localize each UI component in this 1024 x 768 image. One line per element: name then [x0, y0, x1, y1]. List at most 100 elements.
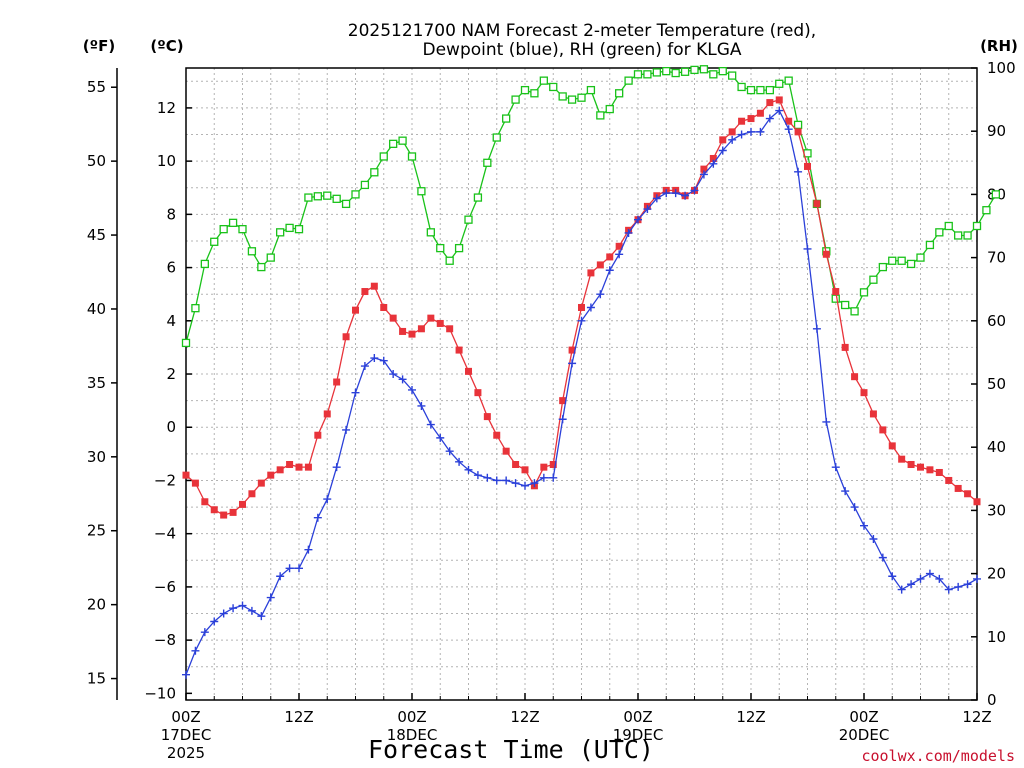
- dewpoint-point: [455, 457, 464, 466]
- rh-point: [247, 247, 257, 256]
- dewpoint-point: [219, 609, 228, 618]
- rh-tick-label: 40: [987, 438, 1006, 456]
- dewpoint-point: [417, 401, 426, 410]
- dewpoint-point: [370, 354, 379, 363]
- rh-point: [407, 152, 417, 161]
- dewpoint-point: [794, 167, 803, 176]
- rh-point: [191, 304, 200, 313]
- time-tick-label: 19DEC: [613, 726, 664, 744]
- dewpoint-point: [615, 250, 624, 259]
- rh-point: [313, 192, 322, 201]
- dewpoint-point: [699, 170, 708, 179]
- dewpoint-point: [935, 574, 944, 583]
- rh-axis: 0102030405060708090100: [971, 59, 1016, 709]
- time-tick-label: 12Z: [284, 708, 313, 726]
- temperature-point: [756, 109, 764, 117]
- rh-point: [586, 85, 596, 95]
- temperature-point: [333, 378, 341, 386]
- temperature-point: [879, 426, 887, 434]
- temperature-point: [813, 200, 821, 208]
- rh-point: [991, 190, 1000, 199]
- temperature-point: [239, 500, 246, 508]
- celsius-tick-label: 2: [166, 365, 176, 383]
- temperature-point: [399, 327, 407, 335]
- temperature-point: [191, 479, 199, 487]
- rh-point: [473, 193, 483, 202]
- rh-point: [850, 307, 859, 316]
- rh-point: [567, 95, 577, 104]
- rh-point: [671, 68, 680, 78]
- dewpoint-point: [925, 569, 934, 578]
- rh-line: [185, 68, 997, 344]
- rh-point: [954, 231, 963, 240]
- rh-point: [304, 193, 313, 202]
- temperature-point: [474, 389, 482, 397]
- rh-point: [294, 225, 304, 234]
- rh-point: [436, 243, 445, 253]
- temperature-point: [276, 466, 284, 474]
- dewpoint-point: [605, 266, 614, 275]
- dewpoint-point: [831, 463, 840, 472]
- temperature-point: [747, 115, 755, 123]
- dewpoint-point: [521, 481, 529, 490]
- rh-tick-label: 90: [987, 122, 1006, 140]
- temperature-point: [521, 466, 529, 474]
- dewpoint-point: [276, 572, 285, 581]
- rh-point: [210, 237, 219, 246]
- temperature-point: [973, 498, 981, 506]
- temperature-point: [615, 242, 623, 250]
- rh-point: [746, 85, 756, 95]
- temperature-point: [201, 498, 209, 506]
- dewpoint-point: [850, 503, 859, 512]
- rh-point: [483, 158, 492, 167]
- rh-point: [520, 85, 530, 95]
- dewpoint-point: [323, 495, 332, 504]
- dewpoint-point: [812, 324, 821, 333]
- temperature-point: [700, 165, 708, 173]
- dewpoint-point: [841, 487, 850, 496]
- dewpoint-point: [511, 479, 520, 488]
- dewpoint-point: [634, 215, 642, 224]
- dewpoint-point: [191, 646, 200, 655]
- time-tick-label: 2025: [167, 744, 205, 762]
- fahrenheit-tick-label: 45: [87, 226, 106, 244]
- dewpoint-point: [389, 370, 398, 379]
- rh-point: [200, 259, 209, 269]
- dewpoint-point: [803, 244, 812, 253]
- dewpoint-point: [888, 572, 897, 581]
- rh-point: [219, 225, 228, 234]
- time-tick-label: 18DEC: [387, 726, 438, 744]
- rh-point: [502, 114, 511, 123]
- temperature-point: [248, 490, 256, 498]
- rh-point: [906, 259, 916, 269]
- temperature-point: [389, 314, 397, 322]
- rh-point: [341, 199, 351, 209]
- dewpoint-point: [963, 580, 972, 589]
- grid-lines: [186, 68, 977, 700]
- fahrenheit-axis: 15 20 25 30 35 40 45 50 55: [87, 78, 117, 688]
- rh-point: [756, 85, 765, 95]
- dewpoint-point: [671, 189, 680, 198]
- rh-point: [360, 180, 370, 190]
- time-tick-label: 17DEC: [161, 726, 212, 744]
- temperature-point: [286, 460, 294, 468]
- rh-point: [944, 221, 953, 231]
- fahrenheit-tick-label: 30: [87, 448, 106, 466]
- temperature-point: [728, 128, 736, 136]
- dewpoint-point: [737, 130, 746, 139]
- temperature-point: [860, 389, 868, 397]
- temperature-point: [342, 333, 350, 341]
- dewpoint-point: [954, 582, 963, 591]
- dewpoint-point: [332, 463, 341, 472]
- temperature-point: [917, 463, 924, 471]
- rh-tick-label: 30: [987, 501, 1006, 519]
- dewpoint-point: [718, 146, 727, 155]
- temperature-point: [709, 154, 717, 162]
- rh-point: [709, 70, 718, 79]
- temperature-point: [888, 442, 896, 450]
- dewpoint-point: [558, 415, 567, 424]
- temperature-point: [596, 261, 604, 269]
- dewpoint-point: [492, 476, 501, 485]
- dewpoint-point: [530, 479, 539, 488]
- rh-point: [417, 187, 426, 196]
